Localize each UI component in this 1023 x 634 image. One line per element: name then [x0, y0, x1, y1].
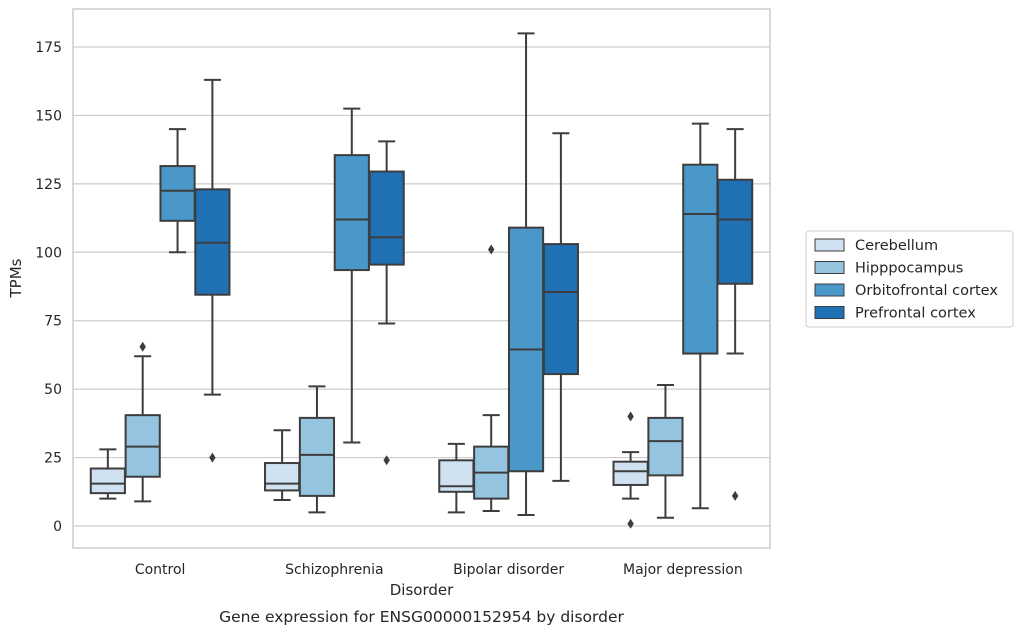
y-axis-title: TPMs: [7, 258, 25, 298]
gridlines: [73, 46, 770, 527]
box-body: [333, 154, 370, 272]
outlier-marker: [139, 341, 146, 352]
box-body: [647, 416, 684, 477]
legend-swatch: [814, 238, 845, 252]
y-tick-label: 100: [35, 245, 62, 261]
box-hipppocampus: [647, 384, 684, 519]
box-prefrontal-cortex: [717, 128, 754, 501]
box-cerebellum: [264, 429, 301, 501]
legend-frame: [805, 230, 1014, 328]
outlier-marker: [209, 452, 216, 463]
box-hipppocampus: [124, 341, 161, 503]
box-body: [89, 467, 126, 495]
box-prefrontal-cortex: [368, 140, 405, 466]
legend-label: Cerebellum: [855, 238, 938, 254]
box-orbitofrontal-cortex: [159, 128, 196, 254]
outlier-marker: [731, 490, 739, 501]
y-tick-label: 150: [35, 108, 62, 124]
box-body: [264, 462, 301, 492]
box-orbitofrontal-cortex: [333, 107, 370, 444]
box-body: [368, 170, 405, 266]
y-tick-label: 0: [53, 519, 62, 535]
y-tick-label: 175: [35, 40, 62, 56]
box-prefrontal-cortex: [194, 78, 231, 463]
box-body: [682, 163, 719, 355]
y-tick-label: 75: [44, 314, 62, 330]
box-body: [612, 460, 649, 486]
x-tick-label: Bipolar disorder: [453, 562, 564, 578]
box-body: [159, 165, 196, 222]
legend-label: Orbitofrontal cortex: [855, 283, 998, 299]
legend: Cerebellum Hipppocampus Orbitofrontal cort…: [805, 230, 1014, 328]
box-hipppocampus: [298, 385, 336, 514]
box-orbitofrontal-cortex: [507, 32, 545, 517]
box-body: [717, 178, 754, 285]
legend-label: Prefrontal cortex: [855, 306, 976, 322]
plot-frame: [72, 8, 771, 549]
box-body: [298, 416, 336, 497]
box-prefrontal-cortex: [542, 132, 579, 482]
box-cerebellum: [438, 442, 475, 514]
legend-swatch: [814, 283, 845, 297]
y-tick-label: 125: [35, 177, 62, 193]
x-axis-title: Disorder: [390, 581, 454, 599]
chart-caption: Gene expression for ENSG00000152954 by d…: [219, 608, 624, 626]
box-hipppocampus: [473, 244, 510, 512]
x-tick-label: Control: [135, 562, 186, 578]
outlier-marker: [627, 411, 634, 422]
boxes: [89, 32, 754, 529]
y-tick-labels: 0 25 50 75 100 125 150 175: [35, 40, 62, 535]
x-tick-label: Schizophrenia: [285, 562, 383, 578]
x-tick-label: Major depression: [623, 562, 743, 578]
box-orbitofrontal-cortex: [682, 122, 719, 510]
box-body: [542, 243, 579, 376]
legend-label: Hipppocampus: [855, 261, 963, 277]
outlier-marker: [627, 518, 634, 529]
legend-swatch: [814, 306, 845, 319]
outlier-marker: [488, 244, 495, 255]
x-tick-labels: Control Schizophrenia Bipolar disorder Majo…: [135, 562, 743, 578]
y-tick-label: 25: [44, 451, 62, 467]
box-cerebellum: [89, 448, 126, 500]
legend-swatch: [814, 261, 845, 274]
outlier-marker: [383, 455, 390, 466]
y-tick-label: 50: [44, 382, 62, 398]
